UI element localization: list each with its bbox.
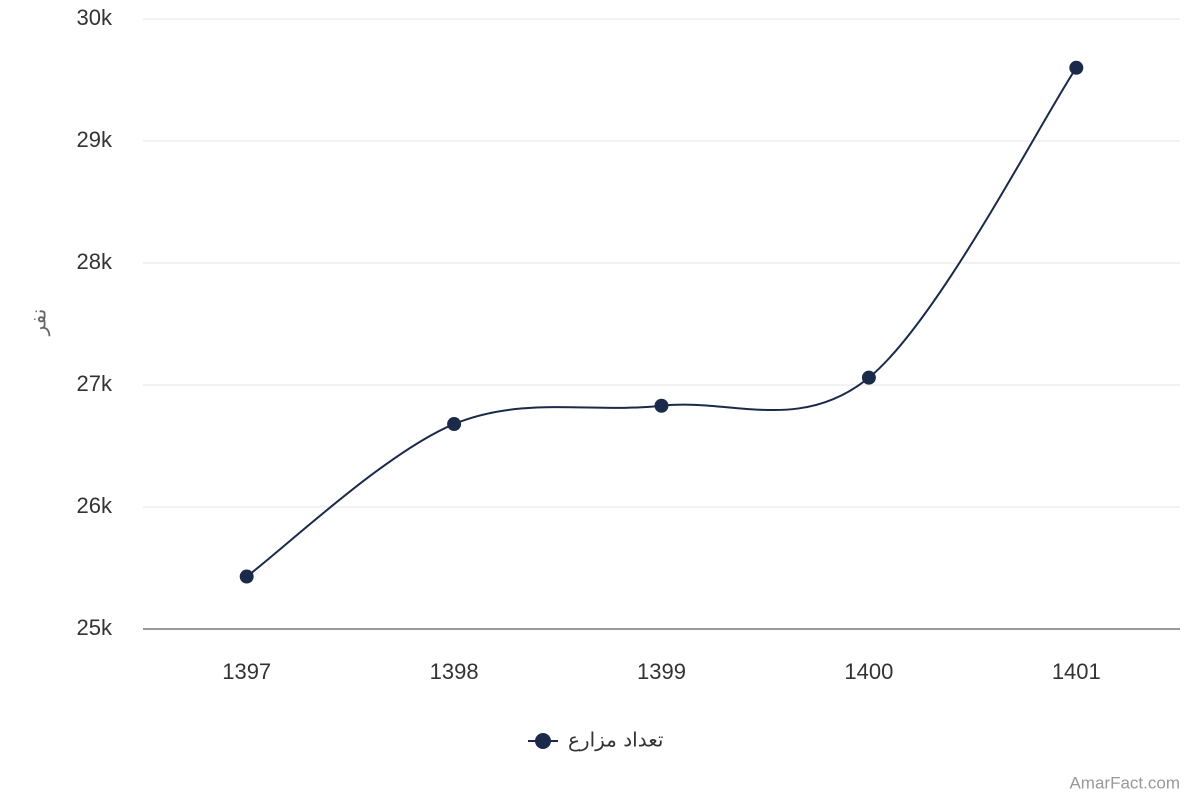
- y-tick-label: 30k: [77, 5, 113, 30]
- marker: [239, 569, 254, 584]
- marker: [1069, 60, 1084, 75]
- marker: [861, 370, 876, 385]
- x-tick-label: 1397: [222, 659, 271, 684]
- y-tick-label: 29k: [77, 127, 113, 152]
- marker: [654, 398, 669, 413]
- y-tick-label: 27k: [77, 371, 113, 396]
- y-tick-label: 25k: [77, 615, 113, 640]
- x-tick-label: 1400: [844, 659, 893, 684]
- x-tick-label: 1401: [1052, 659, 1101, 684]
- y-axis-title: نفر: [28, 309, 50, 337]
- legend-symbol: [535, 733, 551, 749]
- legend-label: تعداد مزارع: [568, 728, 663, 752]
- marker: [447, 417, 462, 432]
- x-tick-label: 1399: [637, 659, 686, 684]
- y-tick-label: 26k: [77, 493, 113, 518]
- x-tick-label: 1398: [430, 659, 479, 684]
- y-tick-label: 28k: [77, 249, 113, 274]
- line: [246, 67, 1078, 578]
- credit: AmarFact.com: [1069, 773, 1180, 792]
